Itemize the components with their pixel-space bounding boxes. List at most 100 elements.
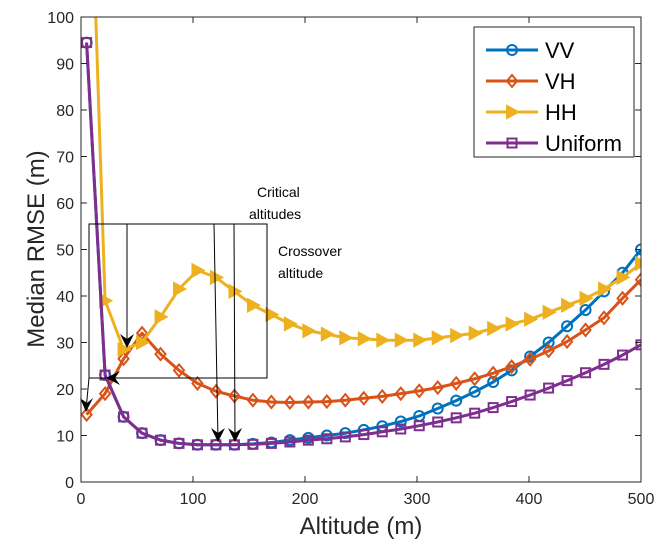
critical-arrow-line-3 <box>233 223 236 442</box>
crossover-label-line2: altitude <box>278 265 323 281</box>
critical-arrowhead-3 <box>228 428 242 442</box>
x-axis-title: Altitude (m) <box>300 513 423 540</box>
data-point-vv <box>579 303 592 316</box>
data-point-uniform <box>450 412 462 424</box>
data-point-uniform <box>265 437 277 449</box>
data-point-vv <box>487 376 500 389</box>
data-point-uniform <box>580 367 592 379</box>
data-point-hh <box>524 311 539 327</box>
data-point-uniform <box>561 375 573 387</box>
data-point-vh <box>616 290 629 306</box>
data-point-uniform <box>99 369 111 381</box>
data-point-hh <box>413 332 428 348</box>
data-point-uniform <box>432 416 444 428</box>
data-point-vh <box>542 343 555 359</box>
data-point-hh <box>635 255 641 272</box>
data-point-hh <box>246 297 262 313</box>
data-point-vh <box>172 362 186 378</box>
data-point-vh <box>560 334 574 350</box>
data-point-uniform <box>358 429 370 441</box>
annotation-layer: Critical altitudes Crossover altitude <box>80 184 342 442</box>
series-line-uniform <box>85 42 641 447</box>
data-point-hh <box>357 331 372 347</box>
data-point-vv <box>468 385 481 398</box>
data-point-hh <box>431 330 446 346</box>
data-point-hh <box>228 283 243 300</box>
data-point-hh <box>450 327 465 344</box>
data-point-hh <box>376 332 391 348</box>
data-point-hh <box>505 316 520 332</box>
data-point-vh <box>579 322 592 338</box>
data-point-hh <box>265 306 280 323</box>
data-point-vh <box>523 351 537 367</box>
data-point-vh <box>468 371 481 387</box>
data-point-vh <box>320 393 334 410</box>
data-point-uniform <box>191 439 203 451</box>
data-point-uniform <box>395 423 407 435</box>
legend-entry-vv: VV <box>486 38 575 63</box>
data-point-vh <box>597 310 611 326</box>
data-point-uniform <box>413 420 425 432</box>
data-point-hh <box>136 334 151 351</box>
series-line-vh <box>85 278 641 416</box>
x-tick-label: 100 <box>180 491 207 508</box>
data-point-vh <box>265 394 278 410</box>
legend-marker <box>505 73 519 89</box>
y-tick-label: 10 <box>56 429 74 446</box>
data-point-uniform <box>543 382 555 394</box>
data-point-uniform <box>81 37 93 49</box>
legend-label: VH <box>545 69 576 94</box>
data-point-hh <box>283 316 298 332</box>
critical-label-line2: altitudes <box>249 206 301 222</box>
data-point-vh <box>209 383 223 399</box>
data-point-uniform <box>524 389 536 401</box>
data-point-vh <box>412 383 426 399</box>
data-point-hh <box>339 330 354 346</box>
legend-label: Uniform <box>545 131 622 156</box>
data-point-vh <box>191 375 204 391</box>
data-point-vv <box>450 394 463 407</box>
legend-marker <box>506 137 518 149</box>
legend: VV VH HH Uniform <box>473 26 635 158</box>
data-point-vv <box>431 402 444 415</box>
legend-entry-uniform: Uniform <box>486 131 622 156</box>
data-point-hh <box>542 304 557 320</box>
legend-marker <box>506 44 518 56</box>
legend-entry-hh: HH <box>486 100 577 125</box>
y-tick-label: 70 <box>56 150 74 167</box>
legend-marker <box>506 104 521 120</box>
data-point-uniform <box>469 407 481 419</box>
data-point-vv <box>394 415 407 428</box>
data-point-vh <box>81 407 93 423</box>
data-point-vh <box>117 351 130 367</box>
data-point-vh <box>486 365 500 381</box>
data-point-vh <box>394 386 408 402</box>
data-point-vh <box>339 392 352 408</box>
data-point-uniform <box>598 358 610 370</box>
data-point-hh <box>209 269 225 286</box>
data-point-hh <box>394 332 409 348</box>
data-point-hh <box>117 341 132 358</box>
data-point-uniform <box>487 402 499 414</box>
crossover-label-line1: Crossover <box>278 243 342 259</box>
y-tick-label: 100 <box>47 10 74 27</box>
data-point-uniform <box>321 433 333 445</box>
data-point-uniform <box>376 426 388 438</box>
data-point-uniform <box>617 349 629 361</box>
data-point-hh <box>579 290 594 307</box>
y-tick-label: 50 <box>56 243 74 260</box>
data-point-hh <box>616 269 631 286</box>
data-point-vh <box>375 388 389 405</box>
data-point-vh <box>246 392 260 408</box>
data-point-hh <box>598 281 613 297</box>
y-axis-title: Median RMSE (m) <box>23 150 50 347</box>
data-point-hh <box>173 281 188 297</box>
x-tick-label: 300 <box>404 491 431 508</box>
data-point-uniform <box>284 436 296 448</box>
data-point-vh <box>449 375 463 391</box>
data-point-vv <box>542 336 555 349</box>
data-point-vv <box>561 320 574 333</box>
data-point-vh <box>357 390 371 406</box>
data-point-hh <box>561 297 576 313</box>
